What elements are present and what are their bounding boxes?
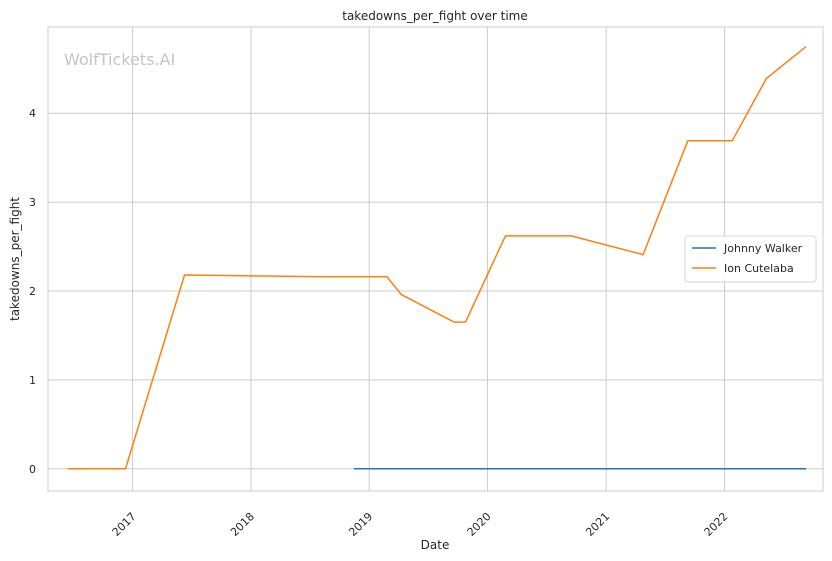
y-tick-label: 3 (29, 196, 36, 209)
plot-frame (47, 26, 824, 492)
chart-title: takedowns_per_fight over time (342, 9, 528, 23)
y-axis-ticks: 0 1 2 3 4 (29, 107, 36, 476)
x-tick-label: 2020 (465, 510, 494, 539)
legend-box (684, 235, 817, 283)
x-tick-label: 2022 (702, 510, 731, 539)
y-axis-label: takedowns_per_fight (8, 197, 22, 321)
x-axis-label: Date (421, 538, 450, 552)
legend-label: Johnny Walker (723, 242, 803, 255)
x-axis-ticks: 2017 2018 2019 2020 2021 2022 (110, 510, 731, 539)
series-line-ion-cutelaba (67, 46, 807, 470)
legend-label: Ion Cutelaba (724, 262, 794, 275)
grid (48, 27, 823, 491)
watermark: WolfTickets.AI (64, 50, 175, 69)
y-tick-label: 0 (29, 463, 36, 476)
x-tick-label: 2018 (228, 510, 257, 539)
legend: Johnny Walker Ion Cutelaba (684, 235, 817, 283)
plot-lines (67, 46, 807, 470)
x-tick-label: 2021 (583, 510, 612, 539)
y-tick-label: 2 (29, 285, 36, 298)
y-tick-label: 4 (29, 107, 36, 120)
x-tick-label: 2017 (110, 510, 139, 539)
x-tick-label: 2019 (346, 510, 375, 539)
y-tick-label: 1 (29, 374, 36, 387)
